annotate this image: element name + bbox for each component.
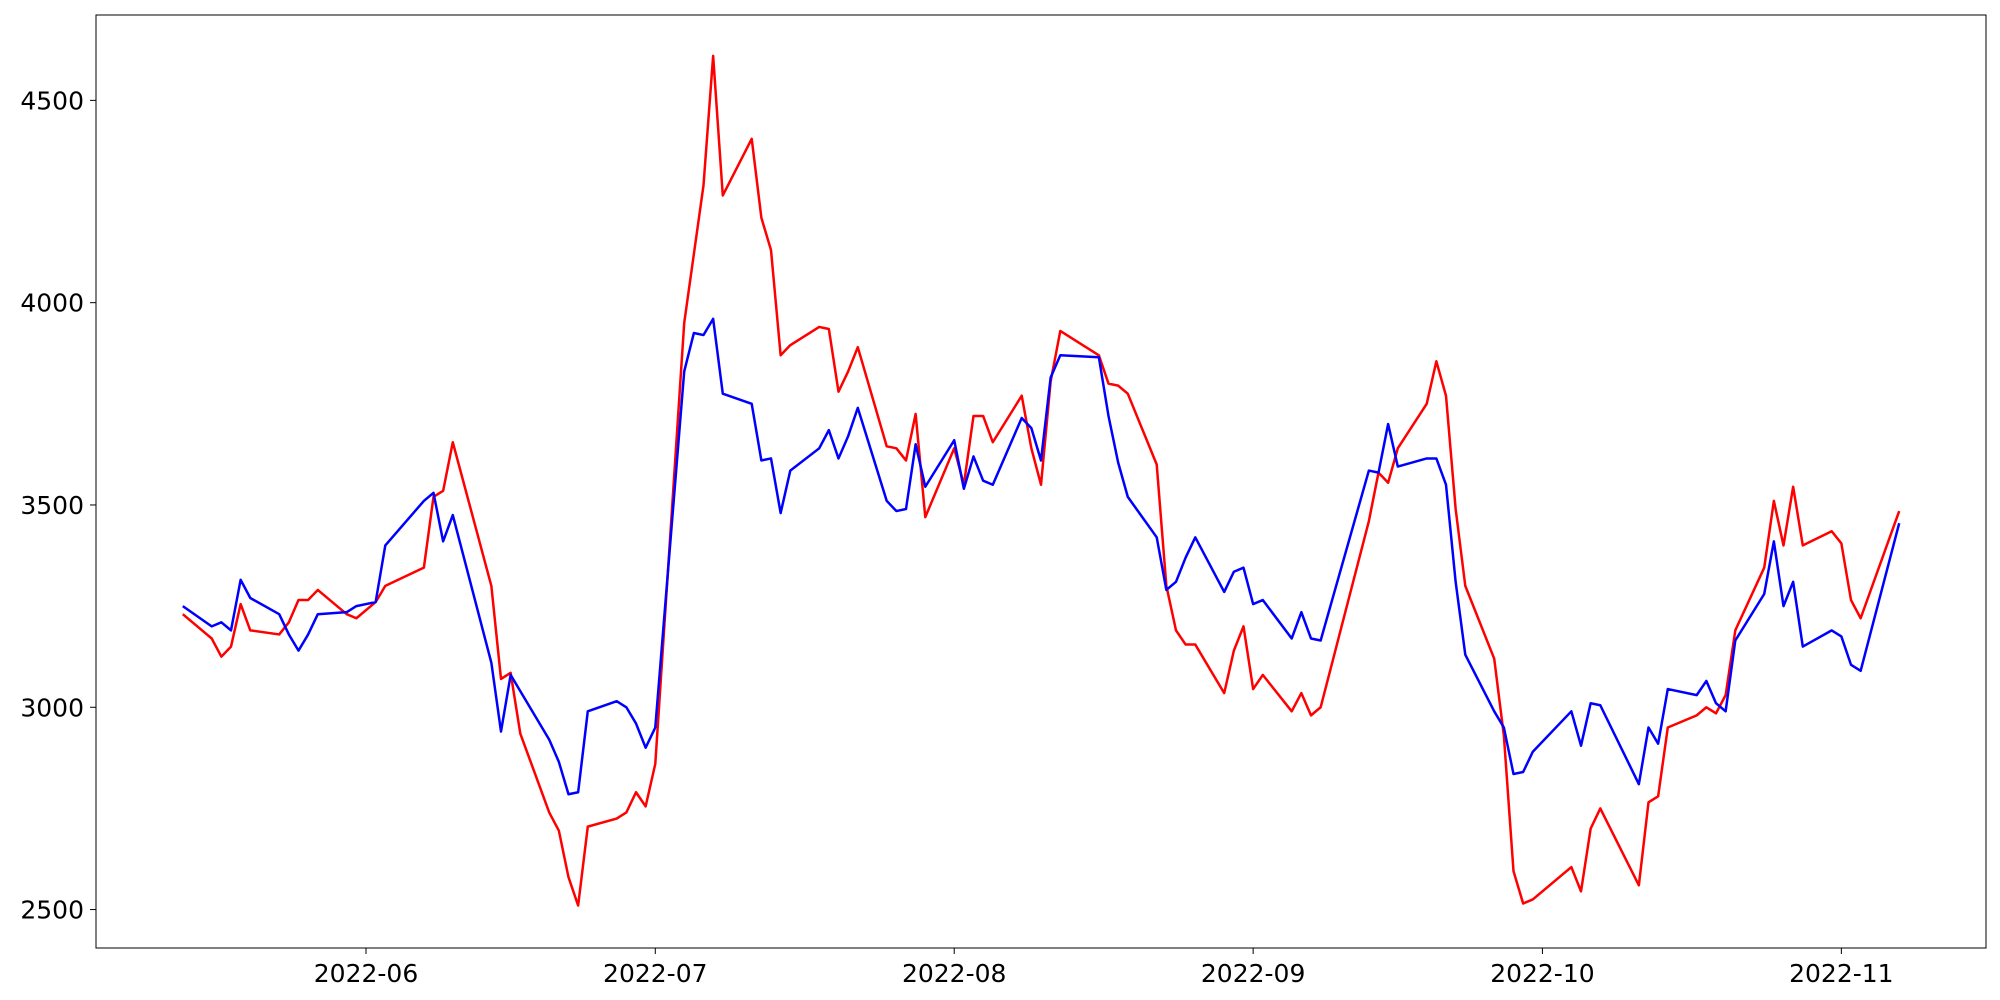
x-tick-label: 2022-08 [902,959,1006,988]
y-tick-label: 4500 [20,86,84,115]
line-series [181,54,1901,907]
y-tick-label: 4000 [20,289,84,318]
y-tick-label: 3000 [20,693,84,722]
plot-frame [95,14,1987,949]
line-series [182,317,1901,796]
x-tick-label: 2022-10 [1490,959,1594,988]
y-tick-label: 3500 [20,491,84,520]
x-tick-label: 2022-06 [314,959,418,988]
x-tick-label: 2022-11 [1789,959,1893,988]
y-tick-label: 2500 [20,896,84,925]
x-tick-label: 2022-07 [603,959,707,988]
x-tick-label: 2022-09 [1201,959,1305,988]
